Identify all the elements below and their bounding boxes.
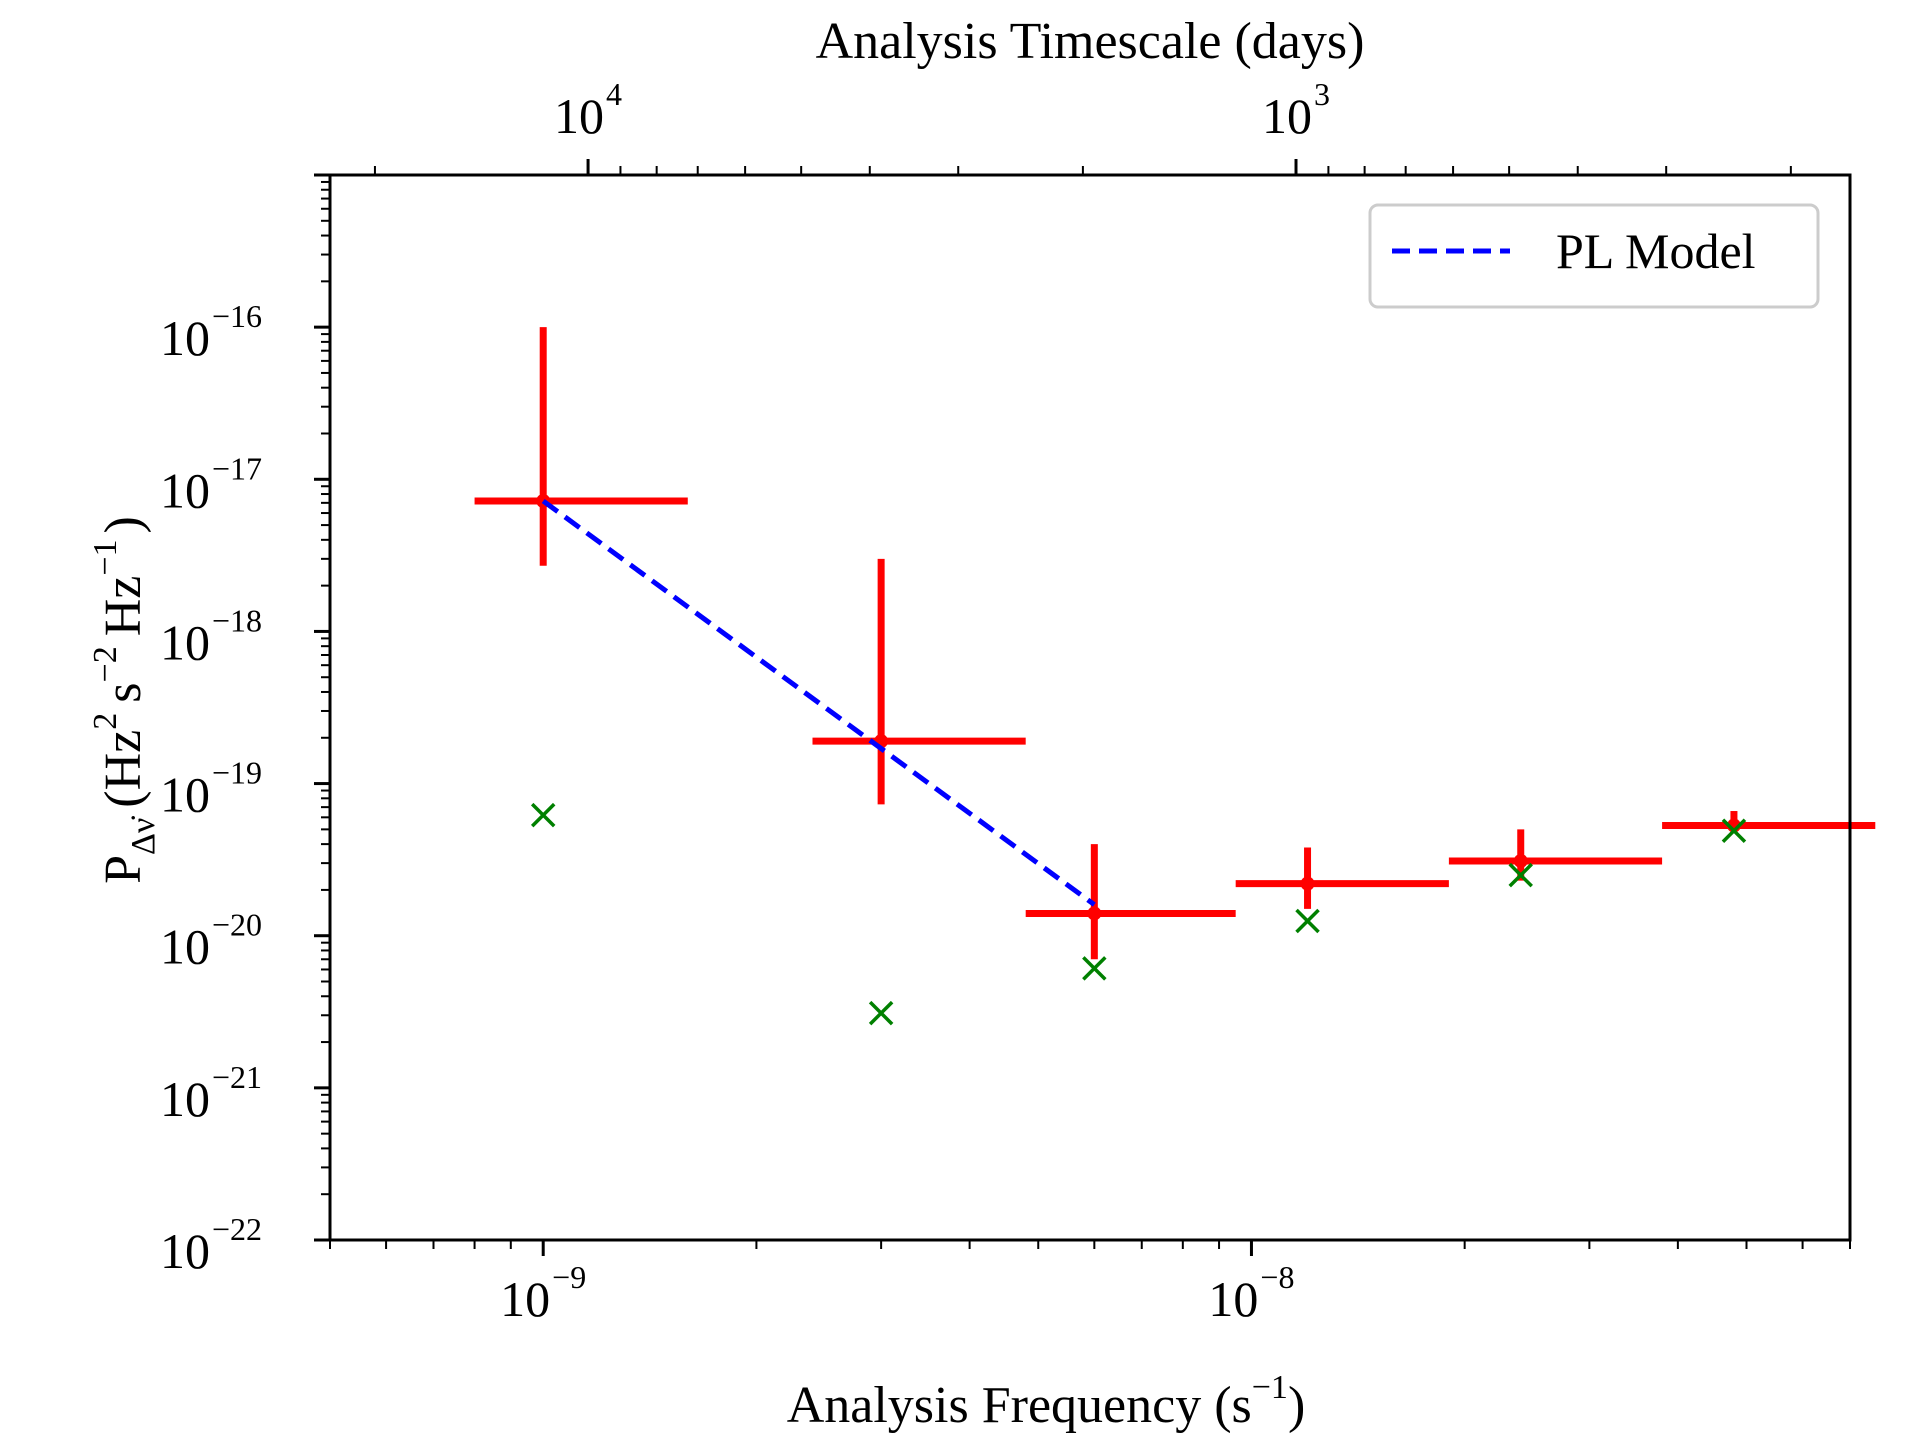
- y-tick-label-base: 10: [160, 919, 210, 975]
- y-axis-title-p: P: [95, 855, 152, 884]
- y-tick-label-base: 10: [160, 1071, 210, 1127]
- top-tick-label: 104: [554, 76, 622, 144]
- noise-marker: [1295, 908, 1320, 934]
- plot-frame: [328, 173, 1852, 1242]
- data-point: [1513, 853, 1528, 868]
- x-tick-label-exp: −8: [1260, 1259, 1294, 1295]
- y-axis-title-hz: Hz: [95, 576, 152, 637]
- noise-marker: [868, 1000, 894, 1026]
- noise-marker-stroke: [530, 802, 556, 828]
- noise-marker-stroke: [1721, 818, 1747, 843]
- x-tick-label-base: 10: [1208, 1271, 1258, 1327]
- y-axis-title-sub: Δν̇: [125, 816, 162, 855]
- y-tick-label-base: 10: [160, 310, 210, 366]
- axis-ticks: 10−9 10−810−2210−2110−2010−1910−1810−1710…: [160, 76, 1851, 1327]
- noise-marker-stroke: [868, 1000, 894, 1026]
- top-tick-label-exp: 3: [1314, 76, 1330, 112]
- x-tick-label-base: 10: [500, 1271, 550, 1327]
- y-tick-label-exp: −20: [212, 907, 262, 943]
- y-axis-title-exp3: −1: [87, 539, 124, 575]
- y-axis-title-close: ): [95, 516, 152, 533]
- legend: PL Model: [1368, 203, 1820, 309]
- y-tick-label-base: 10: [160, 462, 210, 518]
- x-axis-title: Analysis Frequency (s−1): [787, 1369, 1306, 1434]
- y-tick-label: 10−19: [160, 755, 262, 823]
- x-axis-title-main: Analysis Frequency (s: [787, 1377, 1252, 1434]
- y-tick-label-base: 10: [160, 614, 210, 670]
- noise-marker-stroke: [1508, 862, 1533, 888]
- x-axis-title-close: ): [1288, 1377, 1305, 1434]
- y-tick-label-exp: −22: [212, 1211, 262, 1247]
- y-axis-title: PΔν̇ (Hz2 s−2 Hz−1): [87, 516, 162, 884]
- y-tick-label-exp: −21: [212, 1059, 262, 1095]
- y-tick-label-base: 10: [160, 767, 210, 823]
- legend-box: [1368, 203, 1820, 309]
- series-measured-psd: [474, 327, 1876, 960]
- y-tick-label: 10−18: [160, 602, 262, 670]
- series-pl-model: [541, 498, 1096, 907]
- data-point: [1087, 906, 1102, 921]
- y-tick-label-exp: −16: [212, 298, 262, 334]
- x-tick-label-exp: −9: [552, 1259, 586, 1295]
- y-tick-label-exp: −17: [212, 450, 262, 486]
- y-tick-label-base: 10: [160, 1223, 210, 1279]
- series-layer: [474, 327, 1876, 1026]
- series-noise: [530, 802, 1747, 1026]
- x-tick-label: 10−8: [1208, 1259, 1294, 1327]
- y-tick-label: 10−20: [160, 907, 262, 975]
- y-tick-label-exp: −18: [212, 602, 262, 638]
- legend-pl-model-label: PL Model: [1556, 223, 1756, 279]
- y-tick-label: 10−22: [160, 1211, 262, 1279]
- top-tick-label-base: 10: [1262, 88, 1312, 144]
- top-tick-label-exp: 4: [606, 76, 622, 112]
- x-tick-label: 10−9: [500, 1259, 586, 1327]
- top-tick-label: 103: [1262, 76, 1330, 144]
- pl-model-line: [541, 498, 1096, 907]
- noise-marker: [1082, 956, 1107, 981]
- noise-marker: [1721, 818, 1747, 843]
- y-axis-title-open: (Hz: [95, 730, 152, 808]
- y-axis-title-exp1: 2: [87, 713, 124, 730]
- data-point: [1300, 876, 1315, 891]
- y-tick-label-exp: −19: [212, 755, 262, 791]
- noise-marker: [530, 802, 556, 828]
- y-tick-label: 10−16: [160, 298, 262, 366]
- x-axis-title-exp: −1: [1252, 1369, 1288, 1406]
- y-tick-label: 10−17: [160, 450, 262, 518]
- y-axis-title-exp2: −2: [87, 646, 124, 682]
- noise-marker-stroke: [1295, 908, 1320, 934]
- y-tick-label: 10−21: [160, 1059, 262, 1127]
- top-tick-label-base: 10: [554, 88, 604, 144]
- noise-marker: [1508, 862, 1533, 888]
- top-axis-title: Analysis Timescale (days): [816, 13, 1365, 70]
- y-axis-title-s: s: [95, 682, 152, 702]
- noise-marker-stroke: [1082, 956, 1107, 981]
